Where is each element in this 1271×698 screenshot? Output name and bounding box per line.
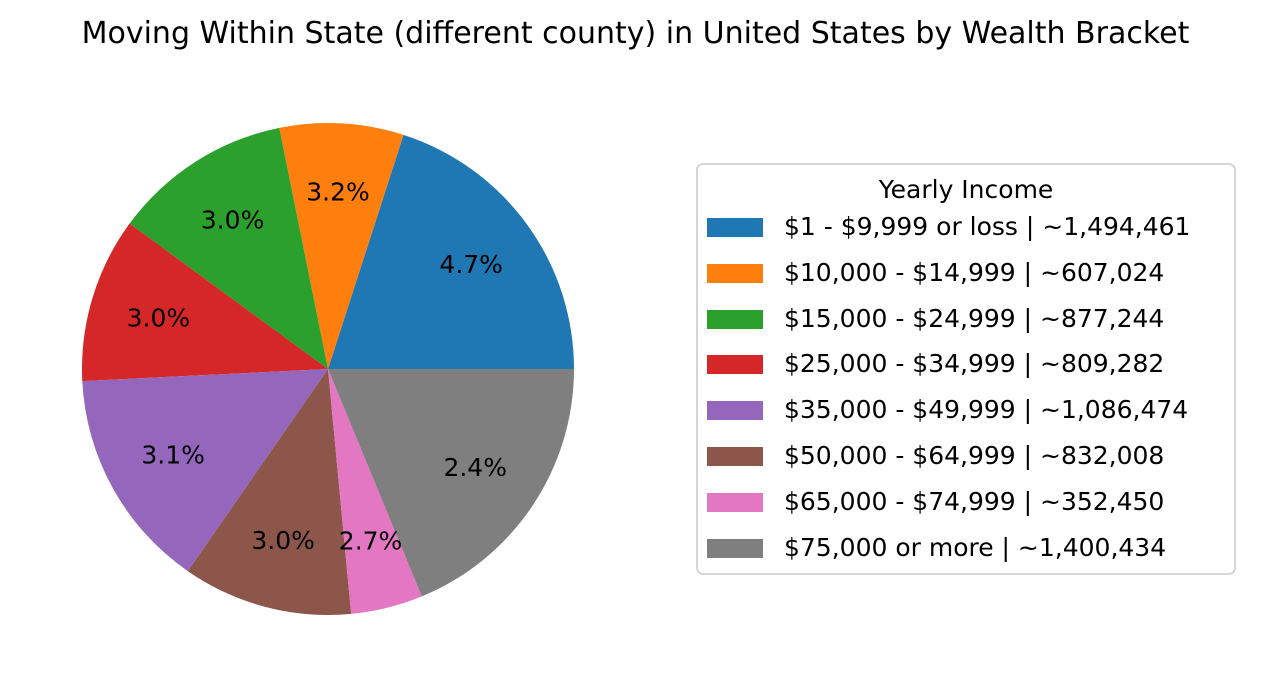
legend-entry-1: $1 - $9,999 or loss | ~1,494,461 [698, 210, 1234, 244]
legend-label-3: $15,000 - $24,999 | ~877,244 [784, 303, 1165, 333]
legend-swatch-3 [707, 309, 763, 329]
pie-pct-label-1: 4.7% [439, 250, 503, 279]
pie-pct-label-8: 2.4% [443, 453, 507, 482]
pie-pct-label-7: 2.7% [339, 526, 403, 555]
legend-label-2: $10,000 - $14,999 | ~607,024 [784, 257, 1165, 287]
pie-pct-label-2: 3.2% [306, 178, 370, 207]
pie-pct-labels: 4.7% 3.2% 3.0% 3.0% 3.1% 3.0% 2.7% 2.4% [127, 178, 507, 556]
legend-label-7: $65,000 - $74,999 | ~352,450 [784, 486, 1165, 516]
pie-slices [82, 123, 574, 616]
legend-swatch-7 [707, 492, 763, 512]
legend-entry-8: $75,000 or more | ~1,400,434 [698, 531, 1234, 565]
legend-swatch-5 [707, 401, 763, 421]
chart-title: Moving Within State (different county) i… [81, 16, 1190, 51]
legend-entry-2: $10,000 - $14,999 | ~607,024 [698, 256, 1234, 290]
legend-swatch-4 [707, 355, 763, 375]
legend-entry-4: $25,000 - $34,999 | ~809,282 [698, 347, 1234, 381]
legend-entry-3: $15,000 - $24,999 | ~877,244 [698, 302, 1234, 336]
legend-swatch-2 [707, 263, 763, 283]
legend-label-1: $1 - $9,999 or loss | ~1,494,461 [784, 212, 1191, 241]
legend-label-6: $50,000 - $64,999 | ~832,008 [784, 441, 1165, 470]
pie-pct-label-4: 3.0% [127, 304, 191, 333]
pie-slice-3 [129, 127, 328, 370]
pie-slice-8 [328, 369, 574, 597]
pie-pct-label-6: 3.0% [251, 526, 315, 555]
pie-slice-5 [82, 369, 328, 572]
legend-swatch-8 [707, 538, 763, 558]
legend-label-8: $75,000 or more | ~1,400,434 [784, 532, 1167, 562]
legend-entry-7: $65,000 - $74,999 | ~352,450 [698, 485, 1234, 519]
legend-title: Yearly Income [878, 175, 1054, 204]
pie-slice-1 [328, 134, 574, 369]
pie-slice-7 [328, 369, 422, 614]
pie-slice-2 [279, 123, 404, 369]
legend-swatch-6 [707, 447, 763, 466]
legend-entry-6: $50,000 - $64,999 | ~832,008 [698, 439, 1234, 473]
pie-slice-6 [187, 369, 352, 616]
legend-label-5: $35,000 - $49,999 | ~1,086,474 [784, 395, 1189, 425]
legend: Yearly Income $1 - $9,999 or loss | ~1,4… [696, 163, 1236, 575]
legend-label-4: $25,000 - $34,999 | ~809,282 [784, 349, 1165, 379]
pie-slice-4 [82, 223, 328, 382]
legend-entry-5: $35,000 - $49,999 | ~1,086,474 [698, 393, 1234, 427]
pie-pct-label-5: 3.1% [141, 440, 205, 469]
legend-swatch-1 [707, 218, 763, 237]
pie-pct-label-3: 3.0% [201, 205, 265, 234]
